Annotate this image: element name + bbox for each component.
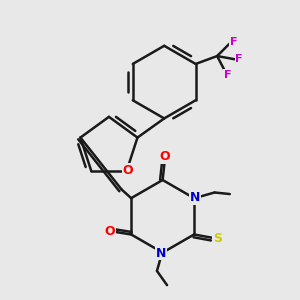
Text: F: F — [224, 70, 231, 80]
Text: O: O — [159, 150, 170, 164]
Text: O: O — [123, 164, 134, 177]
Text: F: F — [230, 37, 237, 47]
Text: N: N — [190, 191, 200, 204]
Text: F: F — [236, 54, 243, 64]
Text: N: N — [156, 247, 166, 260]
Text: O: O — [104, 225, 115, 238]
Text: S: S — [213, 232, 222, 245]
